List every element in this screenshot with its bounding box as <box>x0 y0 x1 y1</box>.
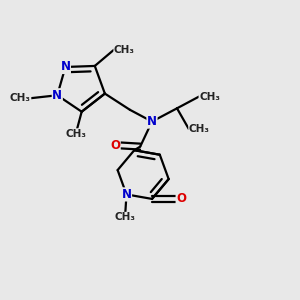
Text: CH₃: CH₃ <box>65 129 86 139</box>
Text: CH₃: CH₃ <box>115 212 136 222</box>
Text: CH₃: CH₃ <box>199 92 220 101</box>
Text: O: O <box>110 139 120 152</box>
Text: N: N <box>52 89 62 102</box>
Text: CH₃: CH₃ <box>114 45 135 55</box>
Text: CH₃: CH₃ <box>189 124 210 134</box>
Text: N: N <box>147 115 157 128</box>
Text: CH₃: CH₃ <box>10 93 31 103</box>
Text: N: N <box>122 188 131 201</box>
Text: O: O <box>176 192 186 206</box>
Text: N: N <box>60 61 70 74</box>
